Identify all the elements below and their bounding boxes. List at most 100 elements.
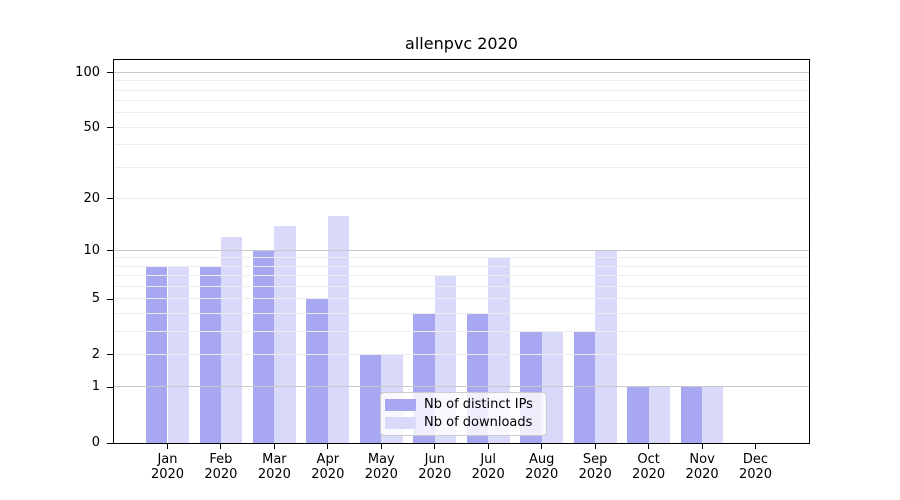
gridline-minor-3 <box>114 330 809 332</box>
bar-distinct-ips-sep <box>573 331 596 443</box>
x-tick-mark-feb <box>220 444 222 449</box>
bar-downloads-apr <box>327 215 350 443</box>
x-tick-label-month: Jul <box>480 452 497 467</box>
x-tick-label-month: Jan <box>157 452 178 467</box>
x-tick-label-jun: Jun 2020 <box>403 452 467 482</box>
gridline-minor-80 <box>114 89 809 91</box>
x-tick-label-jan: Jan 2020 <box>136 452 200 482</box>
gridline-major-10 <box>114 249 809 251</box>
gridline-minor-2 <box>114 353 809 355</box>
x-tick-label-year: 2020 <box>257 467 291 482</box>
x-tick-label-year: 2020 <box>525 467 559 482</box>
gridline-minor-8 <box>114 265 809 267</box>
y-tick-label-20: 20 <box>83 190 100 206</box>
x-tick-label-dec: Dec 2020 <box>724 452 788 482</box>
gridline-minor-4 <box>114 312 809 314</box>
gridline-minor-90 <box>114 80 809 82</box>
plot-area: Nb of distinct IPs Nb of downloads <box>113 59 810 444</box>
x-tick-label-year: 2020 <box>632 467 666 482</box>
x-tick-mark-nov <box>701 444 703 449</box>
x-tick-label-aug: Aug 2020 <box>510 452 574 482</box>
x-tick-label-month: Apr <box>316 452 340 467</box>
x-tick-label-month: Jun <box>424 452 445 467</box>
bar-downloads-nov <box>702 387 724 443</box>
x-tick-mark-may <box>380 444 382 449</box>
gridline-minor-50 <box>114 126 809 128</box>
gridline-major-1 <box>114 386 809 388</box>
x-tick-label-year: 2020 <box>578 467 612 482</box>
legend: Nb of distinct IPs Nb of downloads <box>380 392 547 436</box>
bar-downloads-feb <box>220 237 243 443</box>
legend-swatch-distinct-ips <box>385 399 416 411</box>
y-tick-label-100: 100 <box>75 64 100 80</box>
x-tick-label-year: 2020 <box>685 467 719 482</box>
x-tick-label-year: 2020 <box>204 467 238 482</box>
x-tick-label-year: 2020 <box>418 467 452 482</box>
bar-downloads-mar <box>274 225 296 443</box>
bar-distinct-ips-may <box>359 354 382 443</box>
gridline-minor-60 <box>114 112 809 114</box>
bar-downloads-aug <box>541 331 564 443</box>
x-tick-label-nov: Nov 2020 <box>670 452 734 482</box>
bar-distinct-ips-nov <box>680 387 703 443</box>
x-tick-label-year: 2020 <box>471 467 505 482</box>
y-tick-label-1: 1 <box>91 379 100 395</box>
grid-layer <box>114 60 809 443</box>
x-tick-label-jul: Jul 2020 <box>456 452 520 482</box>
y-tick-label-50: 50 <box>83 119 100 135</box>
bar-distinct-ips-jan <box>146 266 168 443</box>
x-tick-mark-oct <box>648 444 650 449</box>
x-tick-label-month: Sep <box>582 452 608 467</box>
legend-label-distinct-ips: Nb of distinct IPs <box>424 397 533 412</box>
chart-title: allenpvc 2020 <box>405 34 518 53</box>
x-tick-label-month: Feb <box>209 452 233 467</box>
x-tick-mark-jul <box>487 444 489 449</box>
x-tick-label-month: Nov <box>689 452 715 467</box>
gridline-minor-5 <box>114 298 809 300</box>
legend-item-distinct-ips: Nb of distinct IPs <box>385 397 538 413</box>
x-tick-label-sep: Sep 2020 <box>563 452 627 482</box>
gridline-minor-6 <box>114 285 809 287</box>
y-tick-label-0: 0 <box>91 435 100 450</box>
x-tick-label-may: May 2020 <box>349 452 413 482</box>
legend-label-downloads: Nb of downloads <box>424 415 533 430</box>
x-tick-label-oct: Oct 2020 <box>617 452 681 482</box>
x-tick-mark-aug <box>541 444 543 449</box>
x-tick-label-year: 2020 <box>150 467 185 482</box>
x-tick-label-month: Mar <box>262 452 287 467</box>
bar-distinct-ips-feb <box>199 266 221 443</box>
x-tick-label-year: 2020 <box>364 467 398 482</box>
bar-distinct-ips-oct <box>627 387 649 443</box>
x-tick-label-month: Oct <box>637 452 660 467</box>
bar-distinct-ips-apr <box>306 299 328 443</box>
x-tick-mark-mar <box>273 444 275 449</box>
x-tick-mark-dec <box>755 444 756 449</box>
x-tick-mark-jan <box>167 444 168 449</box>
x-tick-label-month: May <box>367 452 395 467</box>
gridline-minor-9 <box>114 257 809 259</box>
y-tick-label-5: 5 <box>91 291 100 307</box>
gridline-minor-40 <box>114 144 809 146</box>
x-tick-label-month: Dec <box>742 452 769 467</box>
gridline-major-100 <box>114 71 809 73</box>
x-tick-label-apr: Apr 2020 <box>296 452 360 482</box>
bar-downloads-jan <box>167 266 189 443</box>
x-tick-label-year: 2020 <box>311 467 345 482</box>
y-tick-label-2: 2 <box>91 346 100 362</box>
x-tick-label-mar: Mar 2020 <box>242 452 306 482</box>
y-tick-label-10: 10 <box>83 242 100 258</box>
x-tick-mark-jun <box>434 444 436 449</box>
x-tick-label-year: 2020 <box>738 467 773 482</box>
gridline-minor-30 <box>114 166 809 168</box>
x-tick-label-month: Aug <box>528 452 555 467</box>
x-tick-mark-apr <box>327 444 329 449</box>
gridline-minor-7 <box>114 275 809 277</box>
legend-swatch-downloads <box>385 417 416 429</box>
bar-downloads-oct <box>648 387 670 443</box>
legend-item-downloads: Nb of downloads <box>385 415 538 431</box>
x-tick-label-feb: Feb 2020 <box>189 452 253 482</box>
x-tick-mark-sep <box>594 444 596 449</box>
gridline-minor-70 <box>114 100 809 102</box>
gridline-minor-20 <box>114 197 809 199</box>
